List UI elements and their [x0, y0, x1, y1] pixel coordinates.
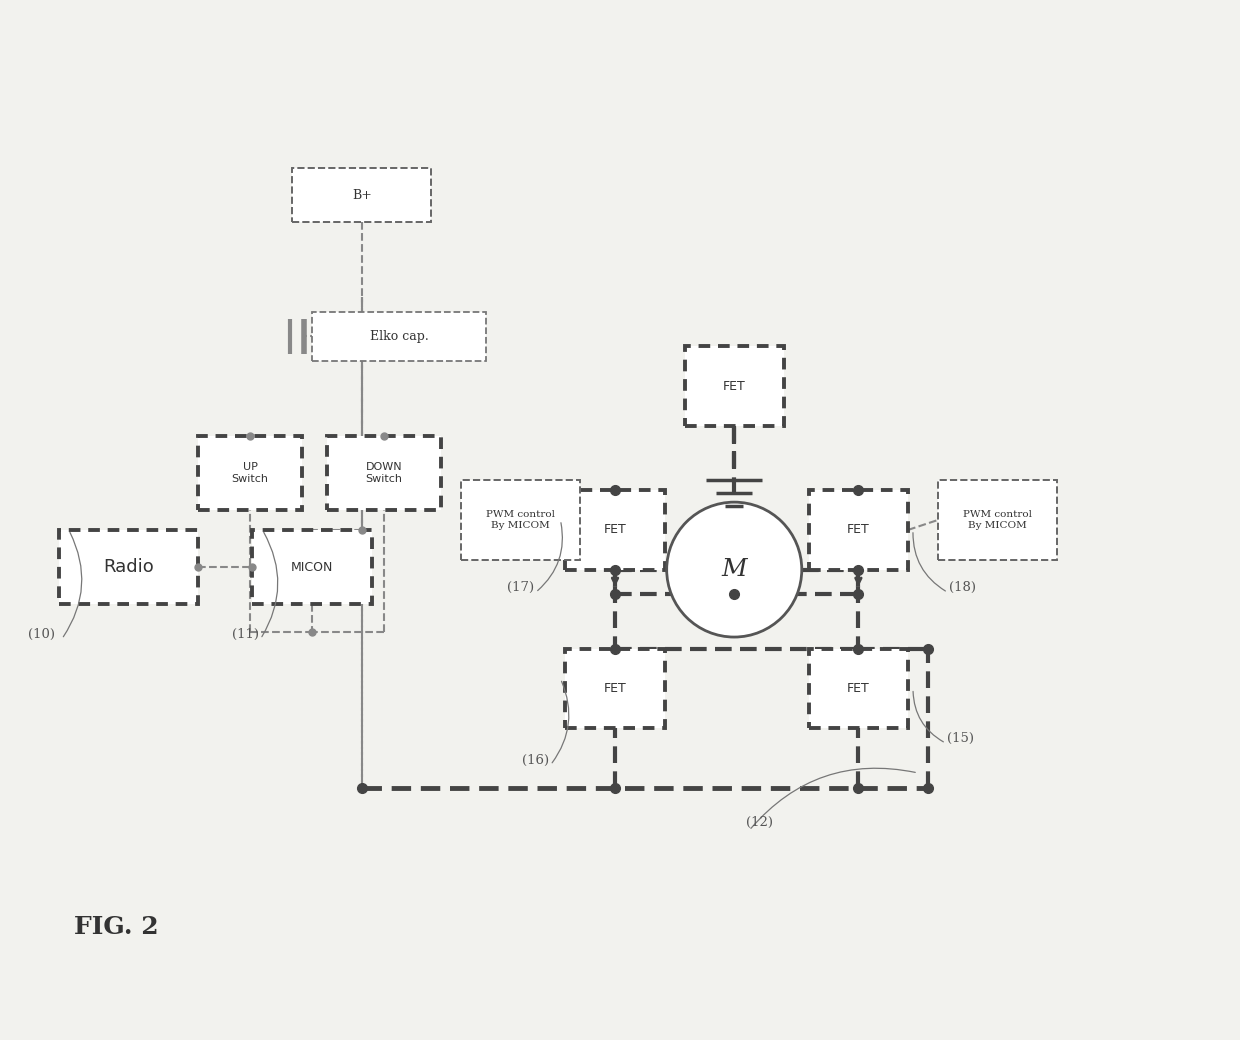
Text: PWM control
By MICOM: PWM control By MICOM [486, 510, 556, 530]
Bar [58, 530, 198, 604]
Text: FET: FET [847, 523, 869, 537]
Text: Radio: Radio [103, 558, 154, 576]
Bar [937, 480, 1056, 560]
Bar [808, 490, 908, 570]
Bar [253, 530, 372, 604]
Circle shape [667, 502, 802, 638]
Text: PWM control
By MICOM: PWM control By MICOM [963, 510, 1032, 530]
Bar [293, 167, 432, 223]
Text: MICON: MICON [291, 561, 334, 574]
Bar [808, 649, 908, 728]
Bar [327, 436, 441, 510]
Text: (10): (10) [29, 627, 56, 641]
Text: FET: FET [847, 682, 869, 695]
Text: M: M [722, 558, 746, 581]
Bar [198, 436, 303, 510]
Text: FET: FET [604, 523, 626, 537]
Text: FET: FET [723, 380, 745, 392]
Text: (15): (15) [947, 732, 975, 745]
Text: UP
Switch: UP Switch [232, 462, 269, 484]
Bar [461, 480, 580, 560]
Text: (18): (18) [949, 581, 976, 594]
Text: (16): (16) [522, 754, 549, 766]
Bar [684, 346, 784, 425]
Bar [565, 490, 665, 570]
Bar [312, 312, 486, 361]
Bar [565, 649, 665, 728]
Text: Elko cap.: Elko cap. [370, 330, 428, 343]
Text: FIG. 2: FIG. 2 [73, 915, 159, 939]
Text: DOWN
Switch: DOWN Switch [366, 462, 403, 484]
Text: FET: FET [604, 682, 626, 695]
Text: (12): (12) [745, 816, 773, 829]
Text: (17): (17) [507, 581, 534, 594]
Text: B+: B+ [352, 188, 372, 202]
Text: (11): (11) [232, 627, 259, 641]
